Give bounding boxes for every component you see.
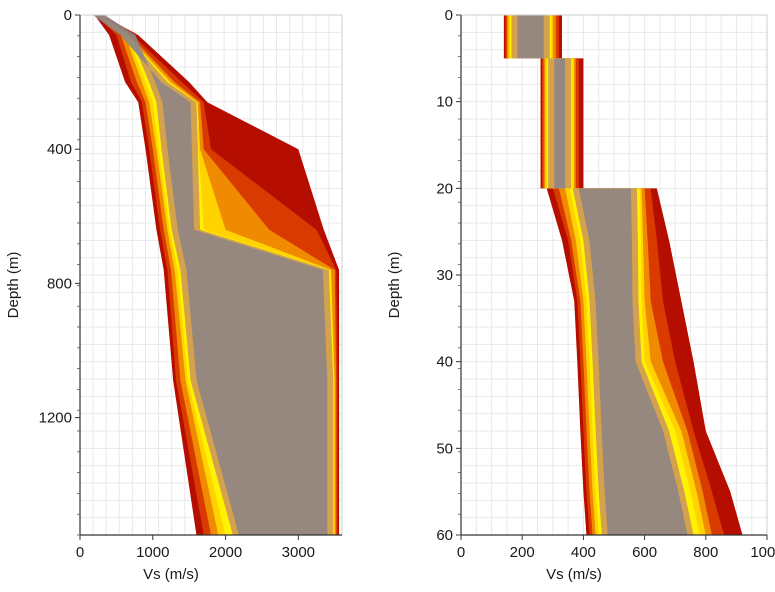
y-tick-label: 800 — [47, 275, 72, 292]
y-tick-label: 0 — [64, 7, 72, 24]
y-tick-label: 30 — [436, 267, 453, 284]
left-axes — [79, 14, 343, 536]
left-y-axis-label: Depth (m) — [5, 252, 22, 319]
y-tick-label: 50 — [436, 440, 453, 457]
y-tick-label: 60 — [436, 527, 453, 544]
left-vs-profile-panel: 0 1000 2000 3000 0 400 800 1200 Vs (m/s) Depth … — [5, 7, 343, 583]
right-velocity-bands — [503, 15, 743, 535]
x-tick-label: 600 — [632, 544, 657, 561]
left-tick-labels: 0 1000 2000 3000 0 400 800 1200 — [39, 7, 315, 561]
x-tick-label: 400 — [571, 544, 596, 561]
y-tick-label: 1200 — [39, 410, 72, 427]
x-tick-label: 1000 — [750, 544, 775, 561]
right-vs-profile-panel: 020040060080010000102030405060 Vs (m/s) … — [386, 7, 775, 583]
right-tick-labels: 0 200 400 600 800 1000 0 10 20 30 40 50 60 — [436, 7, 775, 561]
velocity-band-core — [92, 15, 328, 535]
y-tick-label: 40 — [436, 354, 453, 371]
x-tick-label: 800 — [693, 544, 718, 561]
x-tick-label: 0 — [457, 544, 465, 561]
right-x-axis-label: Vs (m/s) — [546, 566, 602, 583]
velocity-band-core — [517, 15, 688, 535]
x-tick-label: 0 — [76, 544, 84, 561]
y-tick-label: 0 — [445, 7, 453, 24]
left-velocity-bands — [92, 15, 340, 535]
x-tick-label: 1000 — [136, 544, 169, 561]
x-tick-label: 200 — [510, 544, 535, 561]
y-tick-label: 400 — [47, 141, 72, 158]
left-x-axis-label: Vs (m/s) — [143, 566, 199, 583]
y-tick-label: 20 — [436, 180, 453, 197]
right-y-axis-label: Depth (m) — [386, 252, 403, 319]
y-tick-label: 10 — [436, 94, 453, 111]
x-tick-label: 3000 — [282, 544, 315, 561]
x-tick-label: 2000 — [209, 544, 242, 561]
